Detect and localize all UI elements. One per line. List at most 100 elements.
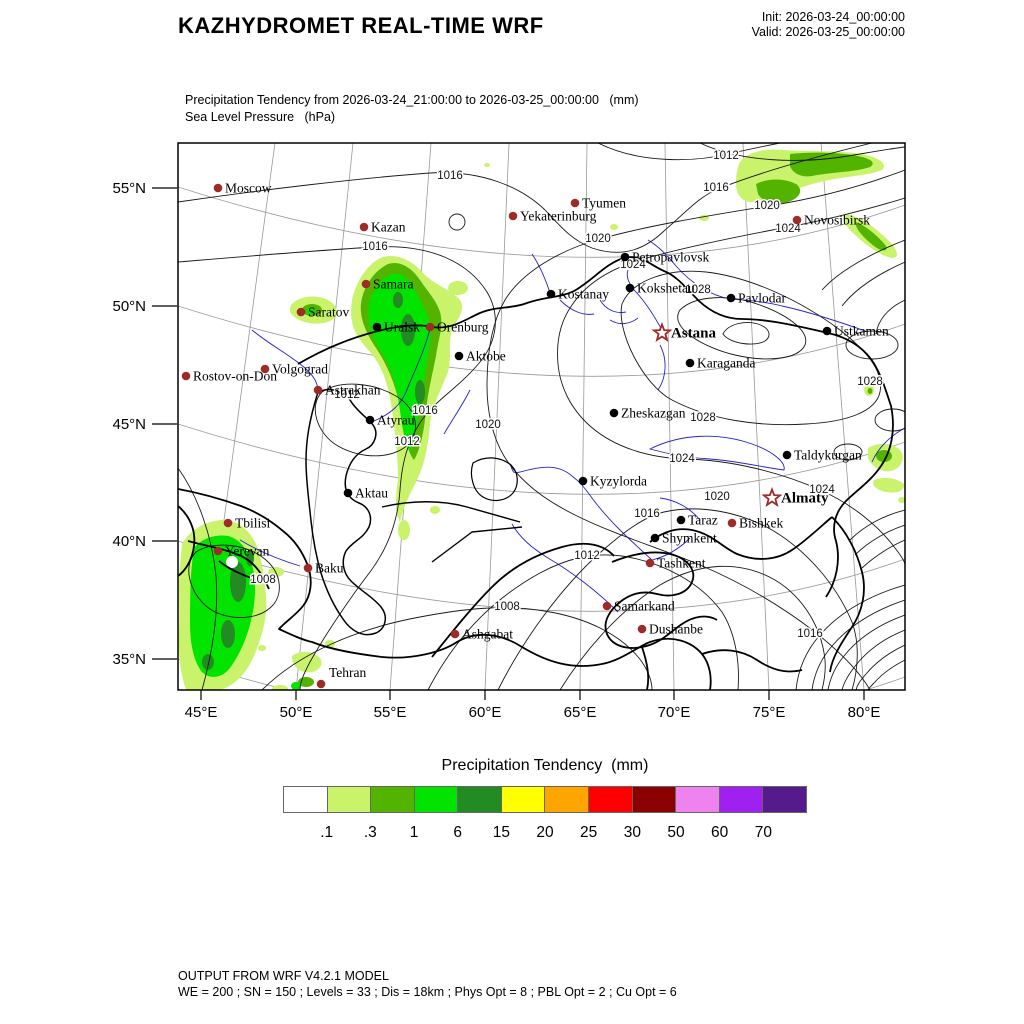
city-label-kokshetau: Kokshetau bbox=[637, 281, 695, 296]
lat-label: 50°N bbox=[112, 298, 146, 315]
colorbar-tick-50: 50 bbox=[667, 824, 685, 841]
colorbar-tick-20: 20 bbox=[536, 824, 554, 841]
colorbar-tick-6: 6 bbox=[453, 824, 462, 841]
colorbar-cell-2 bbox=[371, 786, 415, 813]
city-dot-ashgabat bbox=[450, 629, 460, 639]
city-label-moscow: Moscow bbox=[225, 181, 272, 196]
axes: 55°N 50°N 45°N 40°N 35°N 45°E 50°E 55°E 60°E 65°E… bbox=[112, 180, 880, 721]
city-label-samarkand: Samarkand bbox=[614, 599, 675, 614]
city-label-taldykurgan: Taldykurgan bbox=[794, 448, 862, 463]
city-label-rostov-on-don: Rostov-on-Don bbox=[193, 369, 277, 384]
city-label-orenburg: Orenburg bbox=[437, 320, 489, 335]
city-label-kyzylorda: Kyzylorda bbox=[590, 474, 647, 489]
colorbar-cell-10 bbox=[719, 786, 764, 813]
isobar-label-1008: 1008 bbox=[494, 601, 520, 613]
isobar-label-1028: 1028 bbox=[857, 376, 883, 388]
colorbar-tick-70: 70 bbox=[754, 824, 772, 841]
city-dot-aktobe bbox=[454, 351, 464, 361]
lon-label: 45°E bbox=[185, 704, 218, 721]
city-label-zheskazgan: Zheskazgan bbox=[621, 406, 686, 421]
city-label-shymkent: Shymkent bbox=[662, 531, 717, 546]
city-label-samara: Samara bbox=[373, 277, 413, 292]
isobar-label-1012: 1012 bbox=[334, 389, 360, 401]
city-dot-tyumen bbox=[570, 198, 580, 208]
city-dot-tehran bbox=[316, 679, 326, 689]
isobar-label-1020: 1020 bbox=[704, 491, 730, 503]
city-label-uralsk: Uralsk bbox=[384, 320, 420, 335]
colorbar-ticks: .1 .3 1 6 15 20 25 30 50 60 70 bbox=[283, 824, 807, 844]
subtitle-slp: Sea Level Pressure (hPa) bbox=[185, 110, 336, 124]
isobar-label-1012: 1012 bbox=[394, 436, 420, 448]
pressure-labels: 1012 1016 1020 1024 1016 1016 1020 1024 1028 1028… bbox=[249, 149, 885, 642]
isobar-label-1020: 1020 bbox=[475, 419, 501, 431]
city-dot-aktau bbox=[343, 488, 353, 498]
city-label-almaty: Almaty bbox=[781, 491, 829, 507]
isobar-label-1016: 1016 bbox=[634, 508, 660, 520]
isobar-label-1016: 1016 bbox=[362, 241, 388, 253]
colorbar-cell-6 bbox=[545, 786, 590, 813]
isobar-label-1016: 1016 bbox=[412, 405, 438, 417]
city-dot-kazan bbox=[359, 222, 369, 232]
plot-subtitle: Precipitation Tendency from 2026-03-24_2… bbox=[185, 92, 639, 126]
city-dot-yerevan bbox=[213, 546, 223, 556]
isobar-label-1024: 1024 bbox=[775, 223, 801, 235]
city-dot-karaganda bbox=[685, 358, 695, 368]
lon-label: 75°E bbox=[753, 704, 786, 721]
city-dot-ustkamen bbox=[822, 326, 832, 336]
colorbar-cell-3 bbox=[414, 786, 459, 813]
footer-model: OUTPUT FROM WRF V4.2.1 MODEL bbox=[178, 969, 389, 983]
footer-config: WE = 200 ; SN = 150 ; Levels = 33 ; Dis … bbox=[178, 985, 677, 999]
city-label-novosibirsk: Novosibirsk bbox=[804, 213, 870, 228]
lon-label: 65°E bbox=[564, 704, 597, 721]
city-dot-novosibirsk bbox=[792, 215, 802, 225]
city-dot-samara bbox=[361, 279, 371, 289]
city-dot-volgograd bbox=[260, 364, 270, 374]
city-label-kostanay: Kostanay bbox=[558, 287, 609, 302]
isobar-label-1020: 1020 bbox=[754, 200, 780, 212]
city-label-ashgabat: Ashgabat bbox=[462, 627, 513, 642]
isobar-label-1024: 1024 bbox=[809, 484, 835, 496]
city-star-astana bbox=[651, 321, 673, 342]
model-footer: OUTPUT FROM WRF V4.2.1 MODEL WE = 200 ; … bbox=[178, 968, 677, 1000]
city-dot-uralsk bbox=[372, 322, 382, 332]
colorbar-cell-0 bbox=[283, 786, 328, 813]
city-dot-astrakhan bbox=[313, 385, 323, 395]
city-dot-taldykurgan bbox=[782, 450, 792, 460]
lon-label: 80°E bbox=[848, 704, 881, 721]
init-time: Init: 2026-03-24_00:00:00 bbox=[761, 10, 905, 24]
city-label-tashkent: Tashkent bbox=[657, 556, 706, 571]
city-label-pavlodar: Pavlodar bbox=[738, 291, 786, 306]
isobar-label-1016: 1016 bbox=[703, 182, 729, 194]
valid-time: Valid: 2026-03-25_00:00:00 bbox=[751, 25, 905, 39]
isobar-label-1028: 1028 bbox=[690, 412, 716, 424]
city-dot-orenburg bbox=[425, 322, 435, 332]
city-dot-yekaterinburg bbox=[508, 211, 518, 221]
city-dot-bishkek bbox=[727, 518, 737, 528]
lon-label: 55°E bbox=[374, 704, 407, 721]
city-label-tyumen: Tyumen bbox=[582, 196, 626, 211]
isobar-label-1024: 1024 bbox=[669, 453, 695, 465]
colorbar-tick-1: 1 bbox=[409, 824, 419, 841]
colorbar bbox=[283, 786, 807, 813]
city-label-karaganda: Karaganda bbox=[697, 356, 755, 371]
colorbar-tick-.1: .1 bbox=[320, 824, 334, 841]
colorbar-tick-25: 25 bbox=[580, 824, 598, 841]
city-label-taraz: Taraz bbox=[688, 513, 718, 528]
city-label-ustkamen: Ustkamen bbox=[834, 324, 889, 339]
city-label-baku: Baku bbox=[315, 561, 344, 576]
subtitle-precip: Precipitation Tendency from 2026-03-24_2… bbox=[185, 93, 639, 107]
city-dot-shymkent bbox=[650, 533, 660, 543]
city-label-kazan: Kazan bbox=[371, 220, 406, 235]
isobar-label-1016: 1016 bbox=[797, 628, 823, 640]
city-dot-moscow bbox=[213, 183, 223, 193]
city-dot-rostov-on-don bbox=[181, 371, 191, 381]
colorbar-cell-5 bbox=[501, 786, 546, 813]
colorbar-title: Precipitation Tendency (mm) bbox=[441, 757, 649, 774]
city-dot-zheskazgan bbox=[609, 408, 619, 418]
isobar-label-1012: 1012 bbox=[574, 550, 600, 562]
city-label-saratov: Saratov bbox=[308, 305, 349, 320]
precip-shading bbox=[178, 149, 905, 690]
colorbar-cell-4 bbox=[458, 786, 502, 813]
isobar-label-1028: 1028 bbox=[685, 284, 711, 296]
